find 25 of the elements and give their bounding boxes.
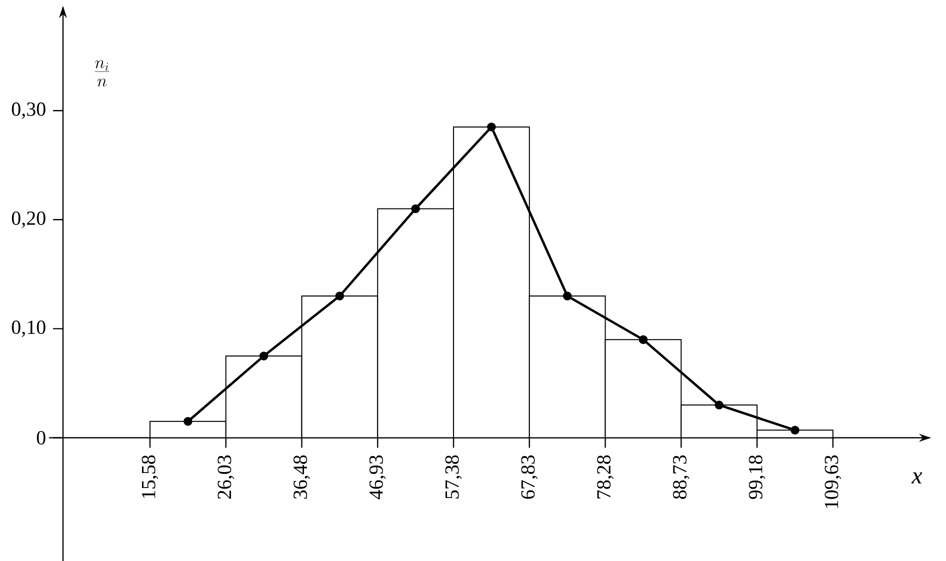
x-axis-title: x	[911, 472, 922, 484]
x-tick-label: 99,18	[748, 455, 766, 499]
y-tick-label: 0,10	[12, 320, 46, 337]
y-tick-label: 0	[36, 431, 46, 445]
point	[487, 122, 496, 132]
y-axis-title: $\frac{n_i}{n}$	[94, 60, 110, 87]
point	[184, 417, 192, 426]
y-tick-label: 0,20	[12, 211, 46, 228]
point	[335, 292, 344, 300]
y-tick-label: 0,30	[12, 102, 46, 119]
x-tick-label: 78,28	[597, 455, 614, 498]
x-tick-label: 46,93	[369, 455, 386, 500]
x-tick-label: 36,48	[294, 455, 310, 499]
point	[638, 335, 648, 344]
point	[562, 292, 572, 300]
point	[714, 400, 724, 410]
point	[790, 426, 800, 435]
x-tick-label: 26,03	[218, 455, 234, 499]
x-tick-label: 109,63	[824, 455, 842, 508]
point	[411, 204, 420, 214]
point	[259, 352, 268, 360]
x-tick-label: 67,83	[521, 455, 538, 499]
x-tick-label: 88,73	[672, 455, 690, 499]
x-tick-label: 15,58	[142, 455, 158, 498]
x-tick-label: 57,38	[445, 455, 462, 498]
